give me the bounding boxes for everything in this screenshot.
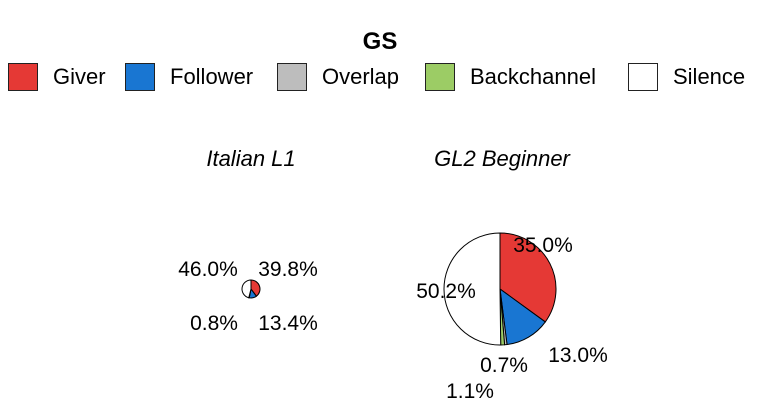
legend-label-silence: Silence (673, 64, 746, 89)
pie-slice-gl2-beginner-giver (499, 232, 557, 323)
slice-label-italian-l1-silence: 46.0% (178, 258, 238, 281)
legend-swatch-giver (8, 63, 38, 91)
legend-item-giver: Giver (8, 62, 106, 92)
slice-label-gl2-beginner-backchannel: 1.1% (446, 380, 494, 403)
legend-item-backchannel: Backchannel (425, 62, 596, 92)
slice-label-italian-l1-overlap: 0.8% (190, 312, 238, 335)
legend-label-follower: Follower (170, 64, 254, 89)
slice-label-italian-l1-follower: 13.4% (258, 312, 318, 335)
legend-label-backchannel: Backchannel (470, 64, 596, 89)
legend-item-follower: Follower (125, 62, 253, 92)
pie-slice-italian-l1-giver (250, 279, 261, 297)
pie-slice-gl2-beginner-silence (443, 232, 502, 346)
legend-swatch-silence (628, 63, 658, 91)
pie-title-gl2-beginner: GL2 Beginner (434, 146, 570, 171)
slice-label-italian-l1-giver: 39.8% (258, 258, 318, 281)
legend-label-overlap: Overlap (322, 64, 400, 89)
legend: Giver Follower Overlap Backchannel Silen… (0, 62, 760, 92)
legend-swatch-overlap (277, 63, 307, 91)
legend-item-overlap: Overlap (277, 62, 399, 92)
pie-title-italian-l1: Italian L1 (206, 146, 296, 171)
slice-label-gl2-beginner-silence: 50.2% (416, 280, 476, 303)
slice-label-gl2-beginner-follower: 13.0% (548, 344, 608, 367)
slice-label-gl2-beginner-giver: 35.0% (513, 234, 573, 257)
slice-label-gl2-beginner-overlap: 0.7% (480, 354, 528, 377)
chart-title: GS (362, 28, 398, 55)
legend-swatch-follower (125, 63, 155, 91)
legend-item-silence: Silence (628, 62, 745, 92)
pie-slice-italian-l1-silence (241, 279, 252, 299)
legend-swatch-backchannel (425, 63, 455, 91)
legend-label-giver: Giver (53, 64, 106, 89)
